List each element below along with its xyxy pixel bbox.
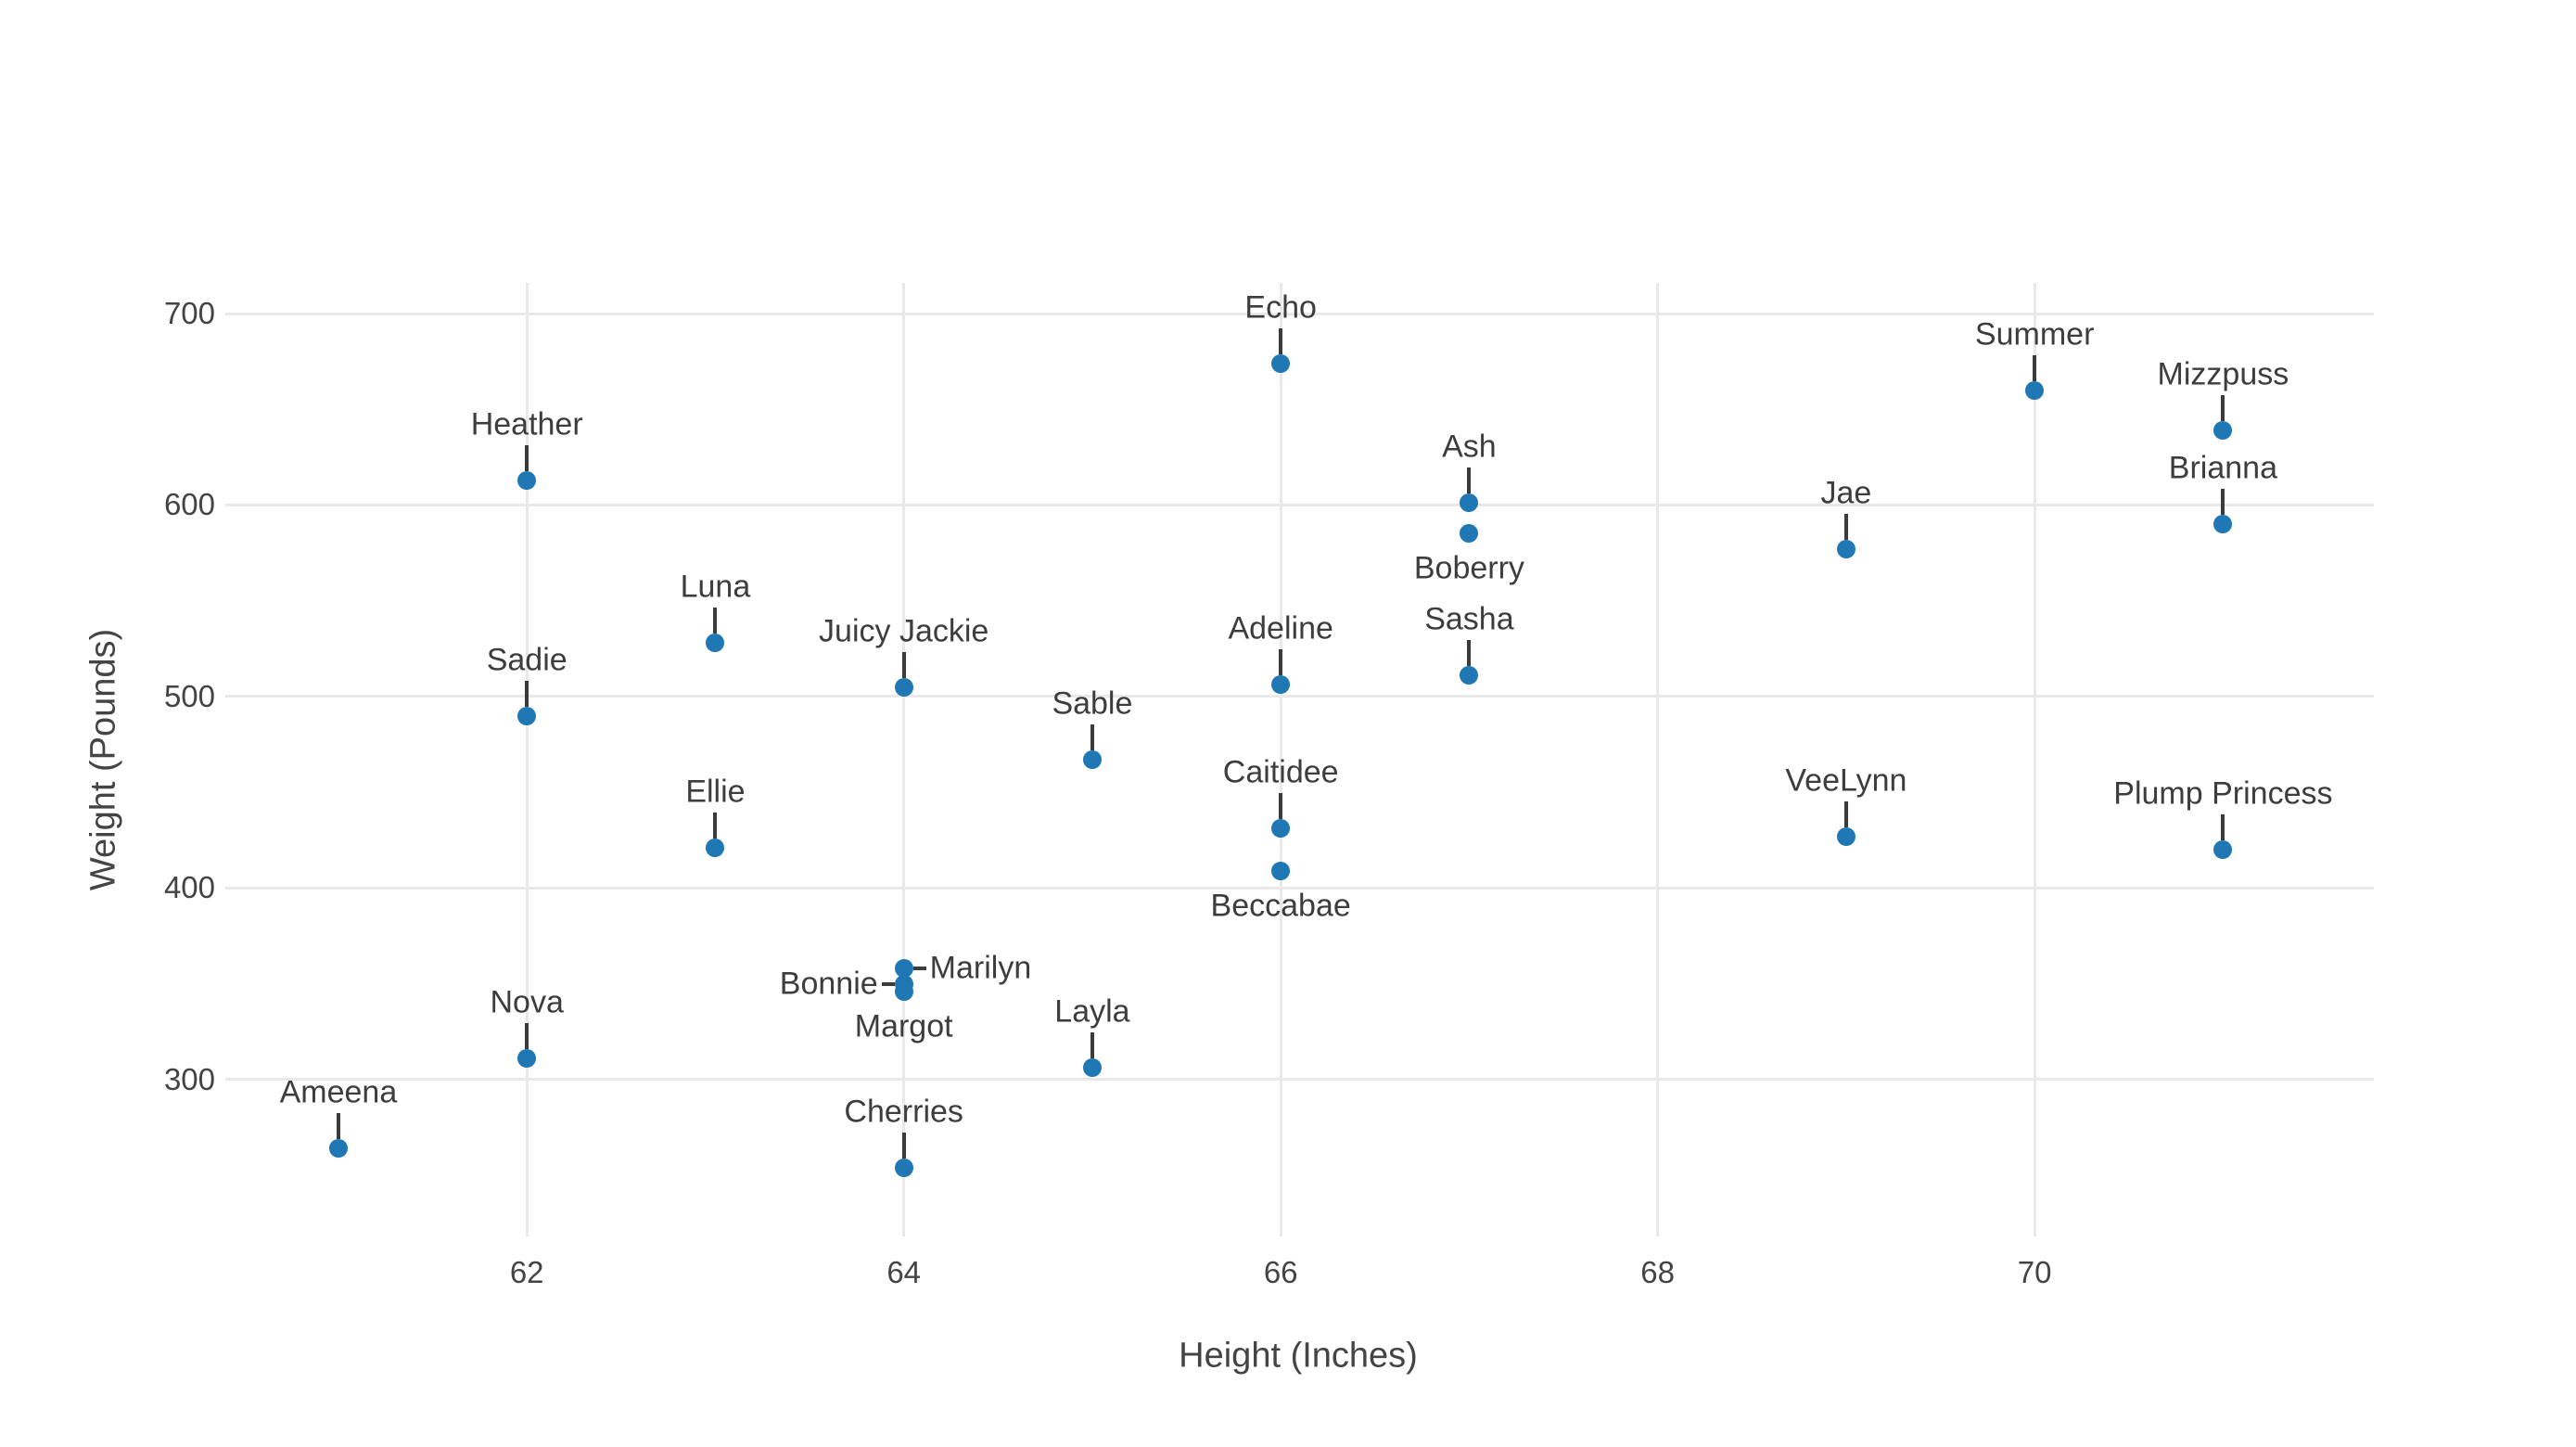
data-point-veelynn[interactable] xyxy=(1836,826,1855,846)
data-point-sable[interactable] xyxy=(1082,750,1102,769)
point-label-summer: Summer xyxy=(1974,316,2095,352)
point-label-plump-princess: Plump Princess xyxy=(2113,775,2333,812)
label-leader-line xyxy=(1843,513,1848,540)
point-label-sadie: Sadie xyxy=(486,642,567,678)
label-leader-line xyxy=(713,608,718,634)
data-point-juicy-jackie[interactable] xyxy=(894,677,913,697)
data-point-caitidee[interactable] xyxy=(1271,819,1291,839)
data-point-summer[interactable] xyxy=(2025,380,2045,400)
x-tick-label: 62 xyxy=(509,1255,544,1289)
label-leader-line xyxy=(336,1113,340,1140)
y-tick-label: 600 xyxy=(163,487,215,522)
y-tick-label: 300 xyxy=(163,1061,215,1096)
x-tick-label: 70 xyxy=(2017,1255,2052,1289)
point-label-echo: Echo xyxy=(1244,289,1317,326)
point-label-jae: Jae xyxy=(1820,475,1872,511)
x-gridline xyxy=(902,283,906,1236)
label-leader-line xyxy=(2221,489,2225,516)
x-gridline xyxy=(1656,283,1660,1236)
point-label-sasha: Sasha xyxy=(1424,601,1514,637)
data-point-ash[interactable] xyxy=(1460,493,1479,513)
point-label-margot: Margot xyxy=(854,1008,953,1044)
data-point-plump-princess[interactable] xyxy=(2213,840,2233,860)
y-gridline xyxy=(225,503,2374,506)
y-gridline xyxy=(225,1078,2374,1082)
y-tick-label: 700 xyxy=(163,296,215,331)
point-label-beccabae: Beccabae xyxy=(1210,888,1351,924)
label-leader-line xyxy=(2221,394,2225,421)
x-tick-label: 64 xyxy=(886,1255,922,1289)
label-leader-line xyxy=(2221,814,2225,841)
point-label-ellie: Ellie xyxy=(685,774,746,810)
y-gridline xyxy=(225,312,2374,315)
label-leader-line xyxy=(1090,1032,1094,1059)
label-leader-line xyxy=(1467,640,1472,667)
point-label-caitidee: Caitidee xyxy=(1222,754,1339,790)
data-point-sasha[interactable] xyxy=(1460,666,1479,685)
point-label-brianna: Brianna xyxy=(2168,450,2277,486)
point-label-ash: Ash xyxy=(1442,429,1497,465)
point-label-marilyn: Marilyn xyxy=(929,950,1032,986)
data-point-jae[interactable] xyxy=(1836,539,1855,558)
label-leader-line xyxy=(713,812,718,839)
point-label-adeline: Adeline xyxy=(1228,610,1333,647)
x-tick-label: 68 xyxy=(1640,1255,1676,1289)
data-point-beccabae[interactable] xyxy=(1271,861,1291,880)
point-label-boberry: Boberry xyxy=(1413,550,1524,586)
data-point-boberry[interactable] xyxy=(1460,524,1479,544)
y-gridline xyxy=(225,886,2374,890)
y-tick-label: 500 xyxy=(163,678,215,713)
data-point-adeline[interactable] xyxy=(1271,675,1291,695)
data-point-ameena[interactable] xyxy=(328,1139,348,1159)
data-point-echo[interactable] xyxy=(1271,353,1291,373)
x-axis-title: Height (Inches) xyxy=(1179,1336,1418,1376)
label-leader-line xyxy=(525,680,529,707)
x-gridline xyxy=(1279,283,1282,1236)
point-label-sable: Sable xyxy=(1052,685,1133,722)
y-gridline xyxy=(225,695,2374,698)
point-label-heather: Heather xyxy=(470,406,583,442)
data-point-nova[interactable] xyxy=(517,1049,537,1069)
label-leader-line xyxy=(1279,649,1283,676)
data-point-marilyn[interactable] xyxy=(894,959,913,978)
x-tick-label: 66 xyxy=(1263,1255,1298,1289)
y-axis-title: Weight (Pounds) xyxy=(83,628,123,891)
data-point-brianna[interactable] xyxy=(2213,515,2233,534)
label-leader-line xyxy=(901,1132,906,1159)
point-label-nova: Nova xyxy=(490,984,564,1020)
data-point-bonnie[interactable] xyxy=(894,974,913,993)
point-label-bonnie: Bonnie xyxy=(779,966,878,1002)
data-point-luna[interactable] xyxy=(706,634,725,653)
point-label-cherries: Cherries xyxy=(844,1094,963,1130)
data-point-layla[interactable] xyxy=(1082,1058,1102,1078)
point-label-juicy-jackie: Juicy Jackie xyxy=(819,613,989,649)
y-tick-label: 400 xyxy=(163,870,215,905)
x-gridline xyxy=(2033,283,2036,1236)
data-point-heather[interactable] xyxy=(517,470,537,490)
point-label-mizzpuss: Mizzpuss xyxy=(2157,356,2289,392)
point-label-layla: Layla xyxy=(1054,993,1130,1030)
data-point-cherries[interactable] xyxy=(894,1158,913,1177)
label-leader-line xyxy=(881,981,895,986)
point-label-luna: Luna xyxy=(680,569,751,605)
label-leader-line xyxy=(1279,793,1283,820)
label-leader-line xyxy=(901,651,906,678)
label-leader-line xyxy=(912,967,926,970)
label-leader-line xyxy=(1279,327,1283,354)
label-leader-line xyxy=(525,444,529,471)
point-label-ameena: Ameena xyxy=(279,1074,398,1110)
label-leader-line xyxy=(1090,724,1094,750)
data-point-sadie[interactable] xyxy=(517,706,537,725)
label-leader-line xyxy=(2033,354,2037,381)
label-leader-line xyxy=(1843,800,1848,827)
point-label-veelynn: VeeLynn xyxy=(1785,762,1907,799)
data-point-mizzpuss[interactable] xyxy=(2213,420,2233,440)
data-point-ellie[interactable] xyxy=(706,838,725,857)
x-gridline xyxy=(525,283,529,1236)
label-leader-line xyxy=(1467,467,1472,494)
label-leader-line xyxy=(525,1023,529,1050)
